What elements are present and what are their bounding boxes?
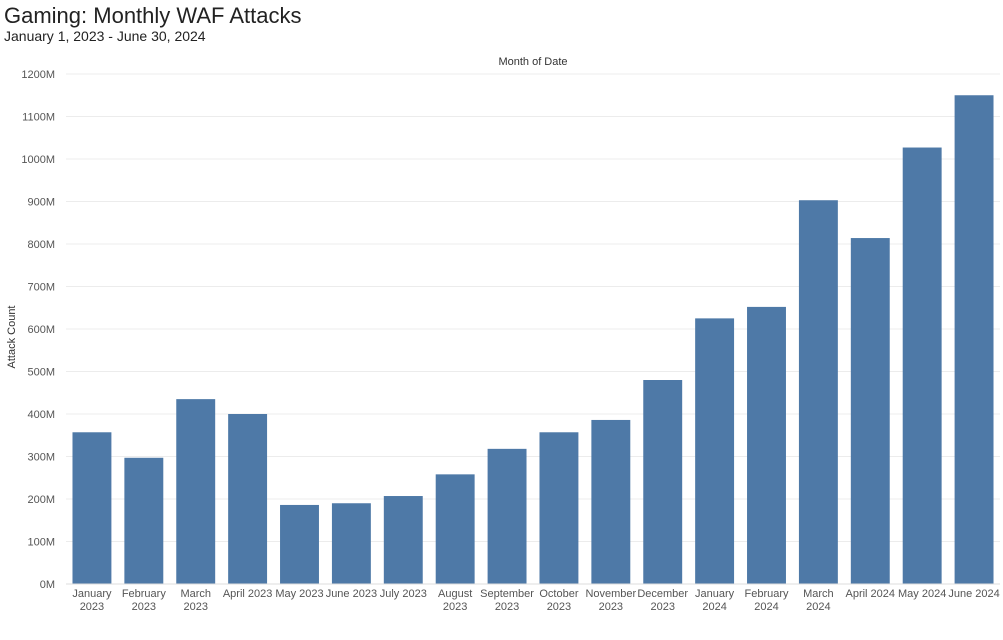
bar [331, 503, 371, 584]
x-tick-label-line: 2023 [80, 601, 104, 613]
y-tick-label: 1000M [21, 154, 55, 166]
bar [487, 448, 527, 584]
bar [643, 380, 683, 584]
x-tick-label-line: May 2023 [275, 588, 323, 600]
x-tick-label-line: 2023 [650, 601, 674, 613]
x-tick-label-line: 2023 [132, 601, 156, 613]
x-tick-label: April 2023 [223, 588, 273, 600]
x-tick-label: March 2024 [803, 588, 834, 613]
x-tick-label: December 2023 [637, 588, 688, 613]
y-tick-label: 300M [27, 452, 55, 464]
y-tick-label: 1100M [22, 112, 55, 124]
x-tick-label-line: April 2024 [846, 588, 896, 600]
bar [695, 318, 735, 584]
y-tick-label: 0M [40, 579, 55, 591]
y-tick-label: 800M [27, 239, 55, 251]
bar [280, 504, 319, 584]
x-tick-label-line: July 2023 [380, 588, 427, 600]
x-tick-label-line: 2023 [183, 601, 207, 613]
x-tick-label: November 2023 [585, 588, 636, 613]
x-tick-label-line: 2024 [806, 601, 830, 613]
x-tick-label: April 2024 [846, 588, 896, 600]
x-tick-label-line: November [585, 588, 636, 600]
y-tick-label: 400M [27, 409, 55, 421]
x-tick-label-line: August [438, 588, 472, 600]
x-tick-label-line: February [744, 588, 789, 600]
bar [176, 399, 216, 584]
x-tick-label: September 2023 [480, 588, 534, 613]
y-tick-label: 700M [27, 282, 55, 294]
chart-title: Gaming: Monthly WAF Attacks [4, 3, 302, 28]
x-tick-label: May 2024 [898, 588, 946, 600]
bar [383, 496, 423, 584]
bar [747, 306, 786, 584]
x-tick-label: March 2023 [180, 588, 211, 613]
x-tick-label-line: January [72, 588, 112, 600]
x-tick-label: January 2024 [695, 588, 735, 613]
x-tick-label-line: September [480, 588, 534, 600]
y-tick-label: 900M [27, 197, 55, 209]
x-tick-label: August 2023 [438, 588, 472, 613]
x-tick-label-line: January [695, 588, 735, 600]
bar [435, 474, 475, 584]
x-tick-label-line: 2023 [547, 601, 571, 613]
x-tick-label-line: 2024 [754, 601, 778, 613]
x-tick-label-line: 2024 [702, 601, 726, 613]
x-tick-label: June 2023 [326, 588, 377, 600]
bar [539, 432, 579, 584]
x-tick-label: January 2023 [72, 588, 112, 613]
bar [798, 200, 838, 584]
top-axis-label: Month of Date [498, 56, 567, 68]
x-tick-label: June 2024 [948, 588, 999, 600]
bar [902, 147, 942, 584]
x-tick-label-line: June 2023 [326, 588, 377, 600]
x-tick-label-line: March [180, 588, 211, 600]
x-tick-label-line: February [122, 588, 167, 600]
x-tick-label-line: June 2024 [948, 588, 999, 600]
x-tick-label: February 2023 [122, 588, 167, 613]
bar [228, 414, 268, 584]
x-tick-label-line: 2023 [495, 601, 519, 613]
x-tick-label-line: October [539, 588, 578, 600]
x-tick-label: May 2023 [275, 588, 323, 600]
x-tick-label-line: April 2023 [223, 588, 273, 600]
y-tick-label: 500M [27, 367, 55, 379]
y-tick-label: 600M [27, 324, 55, 336]
x-tick-label-line: 2023 [443, 601, 467, 613]
y-tick-label: 100M [27, 537, 55, 549]
x-tick-label-line: May 2024 [898, 588, 946, 600]
chart-subtitle: January 1, 2023 - June 30, 2024 [4, 28, 206, 44]
bar [591, 419, 631, 584]
y-tick-label: 1200M [21, 69, 55, 81]
y-tick-label: 200M [27, 494, 55, 506]
x-tick-label: July 2023 [380, 588, 427, 600]
bar [850, 238, 890, 585]
x-tick-label: October 2023 [539, 588, 578, 613]
x-tick-label: February 2024 [744, 588, 789, 613]
x-tick-label-line: 2023 [599, 601, 623, 613]
y-axis-label: Attack Count [6, 306, 18, 369]
bar [124, 457, 164, 584]
bar [954, 95, 994, 584]
bar [72, 432, 112, 584]
x-tick-label-line: December [637, 588, 688, 600]
x-tick-label-line: March [803, 588, 834, 600]
